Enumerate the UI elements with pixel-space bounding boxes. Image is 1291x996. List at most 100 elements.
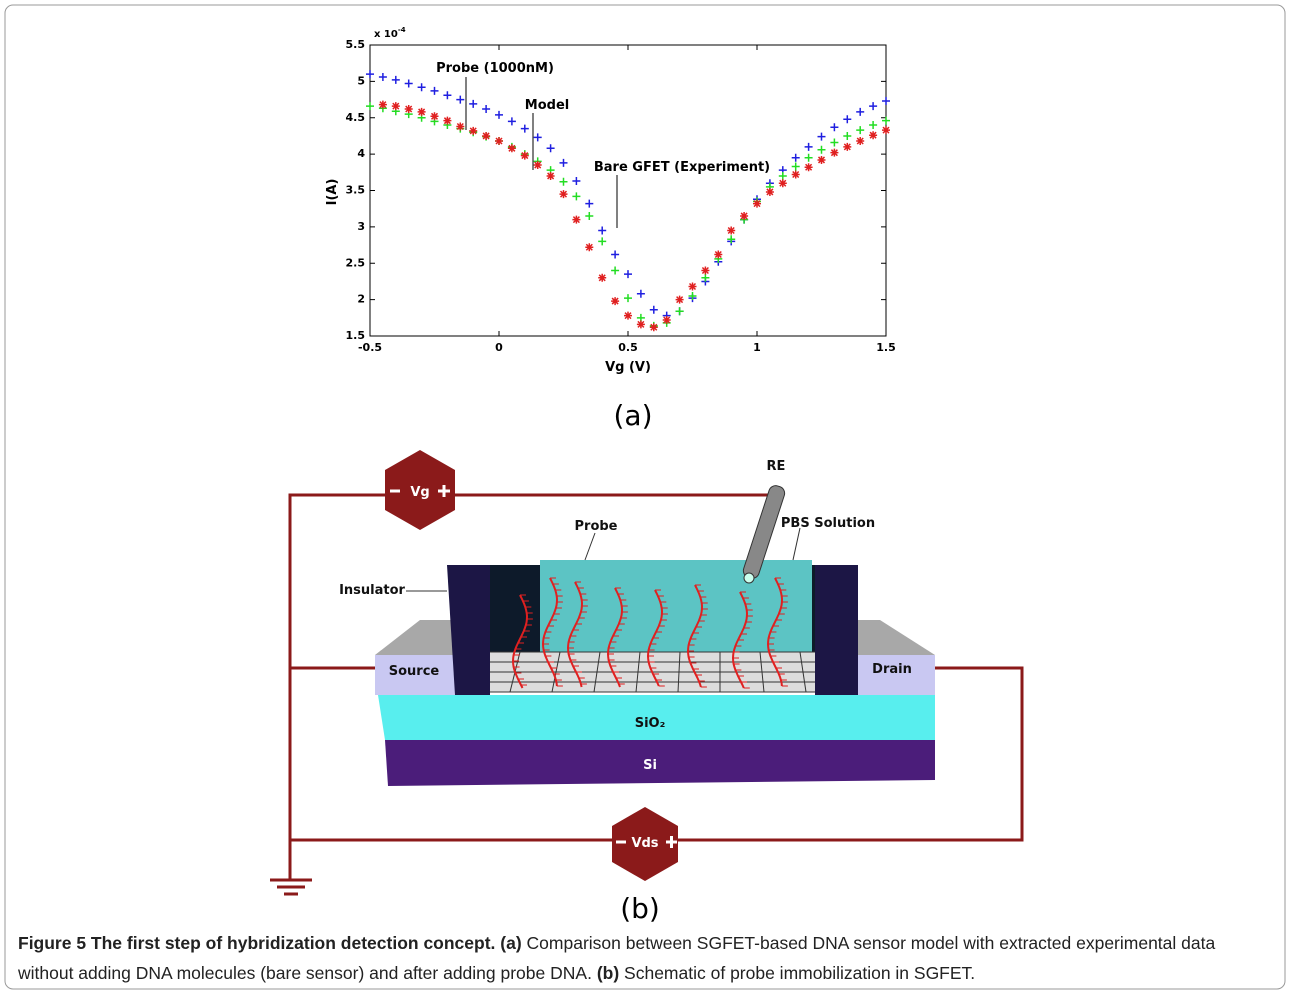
data-point [636,320,645,329]
data-point [366,70,374,79]
data-point [817,145,826,154]
data-point [482,105,491,114]
probe-dna [686,584,704,688]
data-point [843,115,852,124]
x-tick-label: 0 [495,341,503,354]
data-point [804,163,813,172]
probe-dna [733,591,753,689]
y-tick-label: 4 [357,147,365,160]
data-point [404,79,413,88]
graphene [799,651,807,693]
data-point [649,323,658,332]
reference-electrode [743,572,755,584]
x-tick-label: 0.5 [618,341,638,354]
multiplier-exponent: -4 [398,26,406,34]
data-point [882,126,890,135]
data-point [572,177,581,186]
caption-text: Schematic of probe immobilization in SGF… [624,963,976,983]
y-axis-label: I(A) [325,179,340,206]
caption-text: Comparison between SGFET-based DNA senso… [18,933,1216,983]
data-point [495,137,503,146]
data-point [791,162,800,171]
data-point [507,144,516,153]
probe-dna [568,581,588,685]
data-point [649,305,658,314]
voltage-source [612,807,678,881]
data-point [443,116,452,125]
data-point [778,171,787,180]
caption-label: (a) [500,933,522,953]
data-point [611,266,620,275]
y-multiplier: x 10-4 [374,26,406,40]
data-point [585,211,594,220]
si-layer [385,740,935,786]
diagram-label: PBS Solution [781,516,875,531]
data-point [572,215,581,224]
plot-area [369,44,887,337]
probe-dna [768,577,788,687]
sio2-layer [378,695,935,740]
source-contact [375,655,457,695]
diagram-label: Si [643,758,657,773]
data-point [869,121,878,130]
probe-dna [606,587,624,688]
data-point [598,226,607,235]
annotation: Probe (1000nM) [436,61,554,76]
data-point [804,153,813,162]
data-point [611,250,620,259]
circuit-wire [288,493,770,880]
data-point [520,124,529,133]
reference-electrode [742,485,786,584]
data-point [869,131,878,140]
y-tick-label: 1.5 [346,329,366,342]
data-point [727,235,736,244]
data-point [830,123,839,132]
data-point [843,142,852,151]
voltage-source [385,450,678,881]
source-label: Vg [410,485,429,500]
data-point [624,294,632,303]
leader-line [792,527,801,561]
data-point [675,307,684,316]
data-point [740,211,749,220]
source-contact [375,655,457,695]
probe-dna [566,581,584,688]
voltage-source [390,485,677,848]
data-point [830,148,839,157]
data-point [856,126,865,135]
multiplier-base: x 10 [374,29,398,40]
data-point [843,131,852,140]
caption-label: (b) [596,963,620,983]
data-point [636,289,645,298]
diagram-label: RE [767,459,786,474]
data-point [404,105,413,114]
data-point [817,155,826,164]
probe-dna [511,594,529,689]
data-point [585,243,594,252]
data-point [856,137,865,146]
data-point [391,75,400,84]
data-point [378,73,387,82]
data-point [778,179,787,188]
insulator-wall [447,565,858,695]
data-point [765,187,774,196]
data-point [417,83,426,92]
data-point [830,138,839,147]
source-label: Vds [631,836,658,851]
data-point [817,132,826,141]
y-tick-label: 5.5 [346,38,366,51]
schematic: RE Probe PBS Solution Insulator Source D… [270,450,1024,896]
caption: Figure 5 The first step of hybridization… [18,928,1268,988]
y-tick-label: 2 [357,293,365,306]
leader-line [406,527,801,592]
x-axis-label: Vg (V) [605,360,651,375]
probe-dna [608,587,628,685]
drain-contact [853,655,935,695]
data-point [791,153,800,162]
leader-line [584,532,596,561]
data-point [391,102,400,111]
annotation: Model [525,98,569,113]
data-point [701,273,710,282]
